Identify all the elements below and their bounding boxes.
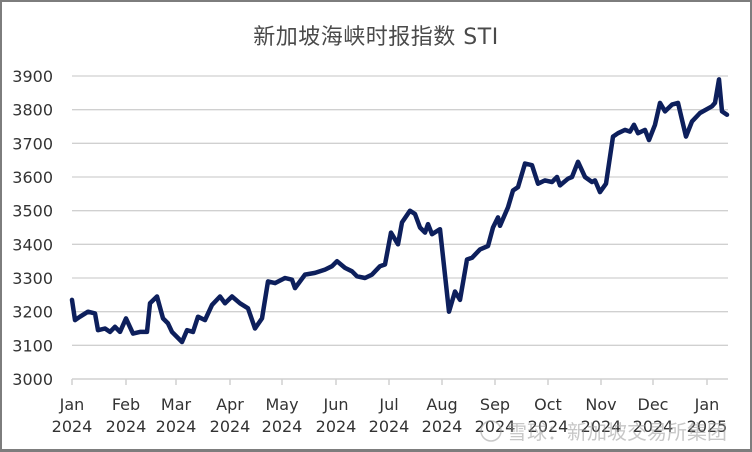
chart-title: 新加坡海峡时报指数 STI [253,25,499,50]
y-tick-label: 3700 [12,134,53,153]
x-tick-year: 2024 [210,417,251,436]
x-tick-month: Sep [480,395,510,414]
y-axis-labels: 3000 3100 3200 3300 3400 3500 3600 3700 3800 3900 [12,67,53,389]
x-tick-year: 2024 [528,417,569,436]
x-tick-year: 2024 [156,417,197,436]
x-tick-month: May [265,395,298,414]
x-tick-month: Jun [323,395,349,414]
y-tick-label: 3800 [12,101,53,120]
x-tick-month: Aug [426,395,457,414]
x-axis: Jan 2024 Feb 2024 Mar 2024 Apr 2024 May 2024 Jun 20… [52,378,728,436]
x-tick-month: Mar [161,395,192,414]
y-tick-label: 3500 [12,202,53,221]
x-tick-year: 2024 [52,417,93,436]
x-tick-year: 2024 [316,417,357,436]
y-tick-label: 3400 [12,235,53,254]
x-tick-month: Jul [378,395,398,414]
y-tick-label: 3100 [12,336,53,355]
x-tick-month: Jan [59,395,85,414]
x-tick-month: Apr [216,395,244,414]
y-tick-label: 3900 [12,67,53,86]
sti-series-line [69,77,730,345]
x-tick-month: Nov [585,395,616,414]
y-tick-label: 3200 [12,303,53,322]
x-tick-year: 2024 [633,417,674,436]
x-tick-year: 2024 [369,417,410,436]
y-tick-label: 3600 [12,168,53,187]
x-tick-year: 2024 [262,417,303,436]
watermark-logo-icon [480,420,502,442]
x-tick-year: 2024 [106,417,147,436]
watermark: 雪球：新加坡交易所集团 [480,420,727,444]
x-tick-year: 2024 [581,417,622,436]
x-tick-month: Feb [112,395,140,414]
gridlines [72,75,728,346]
x-tick-year: 2025 [687,417,728,436]
x-tick-year: 2024 [422,417,463,436]
watermark-text: 雪球：新加坡交易所集团 [507,420,727,444]
y-tick-label: 3000 [12,370,53,389]
y-tick-label: 3300 [12,269,53,288]
x-tick-month: Oct [534,395,562,414]
x-tick-month: Dec [638,395,669,414]
x-tick-year: 2024 [475,417,516,436]
x-tick-month: Jan [694,395,720,414]
